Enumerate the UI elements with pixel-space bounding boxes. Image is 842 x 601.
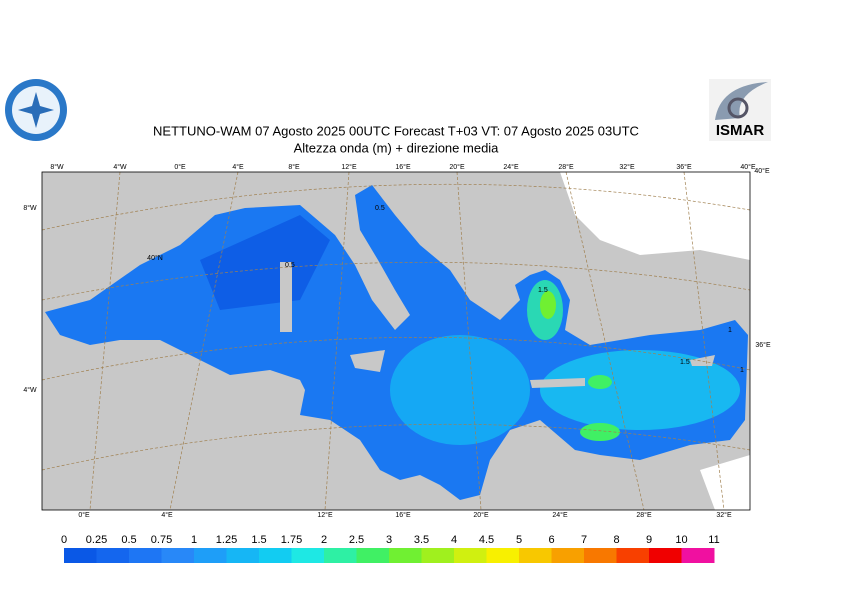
colorbar: 0 0.25 0.5 0.75 1 1.25 1.5 1.75 2 2.5 3 3.5 4 4.5 5 6 7 8… [61, 534, 720, 563]
colorbar-swatch [649, 548, 682, 563]
logo-text: ISMAR [716, 122, 765, 139]
graticule-label: 4°E [161, 511, 173, 519]
colorbar-swatch [681, 548, 715, 563]
colorbar-swatch [486, 548, 520, 563]
graticule-label: 20°E [449, 163, 465, 171]
subtitle: Altezza onda (m) + direzione media [294, 140, 500, 155]
colorbar-swatch [519, 548, 552, 563]
colorbar-label: 1 [191, 534, 197, 546]
colorbar-label: 3.5 [414, 534, 429, 546]
contour-label: 0.5 [285, 262, 295, 269]
contour-label: 1.5 [538, 287, 548, 294]
colorbar-swatch [226, 548, 260, 563]
map: 0.5 0.5 1.5 1 1.5 1 [41, 171, 751, 511]
colorbar-swatch [161, 548, 195, 563]
colorbar-label: 3 [386, 534, 392, 546]
graticule-label: 28°E [636, 511, 652, 519]
contour-label: 0.5 [375, 205, 385, 212]
colorbar-label: 5 [516, 534, 522, 546]
colorbar-swatch [129, 548, 162, 563]
graticule-label: 40°E [740, 163, 756, 171]
colorbar-label: 1.5 [251, 534, 266, 546]
graticule-label: 4°W [113, 163, 127, 171]
colorbar-label: 2 [321, 534, 327, 546]
graticule-label: 8°W [23, 204, 37, 212]
graticule-label: 8°W [50, 163, 64, 171]
graticule-label: 24°E [503, 163, 519, 171]
graticule-label: 4°W [23, 386, 37, 394]
colorbar-label: 0.75 [151, 534, 172, 546]
colorbar-label: 9 [646, 534, 652, 546]
graticule-labels: 8°W 4°W 0°E 4°E 8°E 12°E 16°E 20°E 24°E 28°E 32°E 3… [23, 163, 771, 519]
graticule-label: 16°E [395, 511, 411, 519]
colorbar-swatch [454, 548, 487, 563]
colorbar-swatch [259, 548, 292, 563]
graticule-label: 16°E [395, 163, 411, 171]
graticule-label: 32°E [716, 511, 732, 519]
contour-label: 1.5 [680, 359, 690, 366]
graticule-label: 36°E [676, 163, 692, 171]
colorbar-label: 0 [61, 534, 67, 546]
colorbar-label: 4 [451, 534, 457, 546]
logo-left [5, 79, 67, 141]
graticule-label: 12°E [317, 511, 333, 519]
colorbar-swatch [356, 548, 390, 563]
colorbar-swatch [551, 548, 585, 563]
colorbar-label: 1.75 [281, 534, 302, 546]
colorbar-swatch [584, 548, 617, 563]
colorbar-label: 4.5 [479, 534, 494, 546]
colorbar-label: 10 [675, 534, 687, 546]
graticule-label: 0°E [174, 163, 186, 171]
graticule-label: 12°E [341, 163, 357, 171]
colorbar-swatch [421, 548, 455, 563]
graticule-label: 36°E [755, 341, 771, 349]
colorbar-swatch [389, 548, 422, 563]
colorbar-swatch [96, 548, 130, 563]
graticule-label: 24°E [552, 511, 568, 519]
graticule-label: 0°E [78, 511, 90, 519]
colorbar-swatch [616, 548, 650, 563]
logo-right: ISMAR [709, 79, 771, 141]
graticule-label: 40°E [754, 167, 770, 175]
colorbar-label: 2.5 [349, 534, 364, 546]
graticule-label: 4°E [232, 163, 244, 171]
title: NETTUNO-WAM 07 Agosto 2025 00UTC Forecas… [153, 123, 639, 138]
colorbar-label: 6 [548, 534, 554, 546]
colorbar-label: 0.5 [121, 534, 136, 546]
colorbar-label: 1.25 [216, 534, 237, 546]
graticule-label: 28°E [558, 163, 574, 171]
colorbar-label: 0.25 [86, 534, 107, 546]
contour-label: 1 [728, 327, 732, 334]
colorbar-label: 8 [613, 534, 619, 546]
colorbar-swatch [324, 548, 357, 563]
colorbar-label: 11 [708, 534, 719, 546]
graticule-label: 32°E [619, 163, 635, 171]
contour-label: 1 [740, 367, 744, 374]
colorbar-label: 7 [581, 534, 587, 546]
graticule-label: 20°E [473, 511, 489, 519]
colorbar-swatch [64, 548, 97, 563]
graticule-label: 40°N [147, 254, 163, 262]
colorbar-swatch [291, 548, 325, 563]
colorbar-swatch [194, 548, 227, 563]
graticule-label: 8°E [288, 163, 300, 171]
